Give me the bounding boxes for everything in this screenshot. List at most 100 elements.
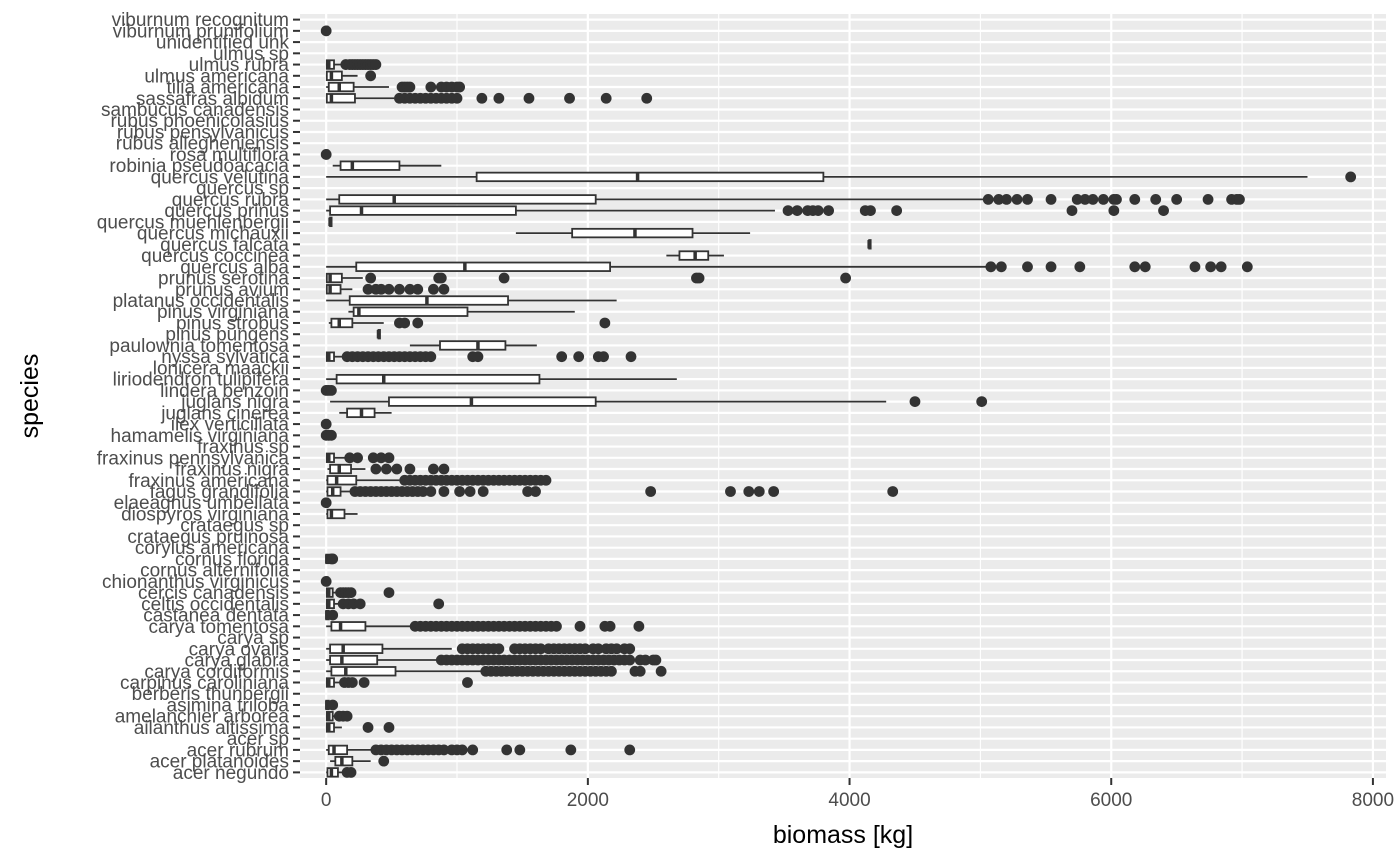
outlier-point: [624, 744, 636, 756]
y-tick-label: quercus rubra: [172, 190, 290, 211]
outlier-point: [365, 70, 377, 82]
outlier-point: [462, 677, 473, 688]
x-tick-label: 4000: [828, 790, 870, 811]
outlier-point: [501, 744, 513, 756]
box: [352, 306, 469, 317]
y-tick-label: quercus prinus: [164, 201, 289, 222]
outlier-point: [1189, 261, 1201, 273]
y-tick-label: cornus florida: [175, 549, 289, 570]
y-tick-label: rosa multiflora: [170, 145, 290, 166]
outlier-point: [976, 396, 988, 408]
outlier-point: [782, 205, 794, 217]
outlier-point: [753, 486, 765, 497]
box: [327, 744, 349, 756]
outlier-point: [320, 25, 332, 37]
box: [330, 666, 397, 677]
outlier-point: [375, 452, 387, 464]
y-tick-label: ilex verticillata: [171, 415, 290, 436]
y-tick-label: crataegus pruinosa: [127, 527, 289, 548]
outlier-point: [358, 677, 370, 688]
outlier-point: [383, 587, 395, 599]
y-tick-label: liriodendron tulipifera: [113, 370, 290, 391]
box: [325, 272, 343, 284]
outlier-point: [438, 283, 450, 295]
y-tick-label: acer sp: [227, 729, 289, 750]
y-tick-label: amelanchier arborea: [115, 707, 290, 728]
outlier-point: [428, 283, 439, 295]
y-tick-label: rubus allegheniensis: [116, 134, 289, 155]
y-tick-label: nyssa sylvatica: [161, 347, 289, 368]
box: [439, 340, 507, 351]
box: [475, 171, 825, 183]
y-tick-label: quercus velutina: [151, 167, 290, 188]
outlier-point: [472, 351, 484, 363]
outlier-point: [383, 283, 395, 295]
outlier-point: [493, 643, 505, 655]
outlier-point: [1074, 261, 1086, 273]
outlier-point: [327, 609, 339, 621]
outlier-point: [380, 463, 392, 475]
outlier-point: [326, 384, 337, 396]
y-tick-label: carya ovalis: [189, 639, 289, 660]
y-tick-label: acer negundo: [173, 763, 289, 784]
box: [325, 70, 343, 81]
outlier-point: [592, 643, 604, 655]
outlier-point: [425, 81, 437, 93]
x-axis-ticks: 0 2000 4000 6000 8000: [321, 778, 1394, 811]
outlier-point: [1345, 171, 1357, 183]
outlier-point: [633, 620, 645, 632]
outlier-point: [535, 643, 547, 655]
outlier-point: [611, 643, 623, 655]
outlier-point: [454, 486, 466, 497]
box: [330, 317, 354, 329]
y-tick-label: castanea dentata: [143, 606, 289, 627]
outlier-point: [640, 654, 651, 666]
outlier-point: [1022, 261, 1033, 273]
outlier-point: [1045, 261, 1057, 273]
outlier-point: [1045, 193, 1057, 205]
outlier-point: [438, 463, 450, 475]
outlier-point: [650, 654, 662, 666]
outlier-point: [598, 351, 609, 363]
y-axis-title: species: [16, 354, 44, 439]
outlier-point: [320, 575, 332, 587]
outlier-point: [326, 429, 337, 441]
outlier-point: [352, 452, 363, 464]
y-tick-label: ulmus americana: [144, 66, 289, 87]
outlier-point: [551, 620, 562, 632]
y-tick-label: corylus americana: [135, 538, 290, 559]
y-tick-label: celtis occidentalis: [141, 594, 289, 615]
outlier-point: [579, 643, 591, 655]
box: [326, 508, 346, 520]
y-tick-label: quercus alba: [180, 257, 289, 278]
x-tick-label: 8000: [1352, 790, 1394, 811]
y-tick-label: fraxinus americana: [128, 471, 289, 492]
box: [326, 475, 358, 486]
box: [329, 643, 384, 654]
x-axis-title: biomass [kg]: [773, 821, 913, 849]
outlier-point: [641, 92, 653, 104]
y-tick-label: prunus avium: [175, 280, 289, 301]
y-tick-label: pinus virginiana: [157, 302, 289, 323]
y-tick-label: cornus alternifolia: [140, 561, 289, 582]
y-tick-label: fraxinus sp: [197, 437, 289, 458]
outlier-point: [327, 699, 339, 711]
y-tick-label: diospyros virginiana: [121, 504, 289, 525]
y-tick-label: asimina triloba: [167, 695, 290, 716]
x-tick-label: 0: [321, 790, 332, 811]
outlier-point: [1087, 193, 1099, 205]
outlier-point: [993, 193, 1005, 205]
box: [329, 654, 379, 666]
y-tick-label: rubus phoenicolasius: [110, 111, 289, 132]
box: [329, 205, 517, 216]
outlier-point: [995, 261, 1007, 273]
y-tick-label: carpinus caroliniana: [120, 673, 289, 694]
outlier-point: [344, 452, 356, 464]
box: [334, 755, 354, 767]
outlier-point: [417, 486, 429, 497]
outlier-point: [1097, 193, 1109, 205]
y-tick-label: cercis canadensis: [138, 583, 289, 604]
outlier-point: [467, 744, 479, 756]
outlier-point: [1022, 193, 1033, 205]
